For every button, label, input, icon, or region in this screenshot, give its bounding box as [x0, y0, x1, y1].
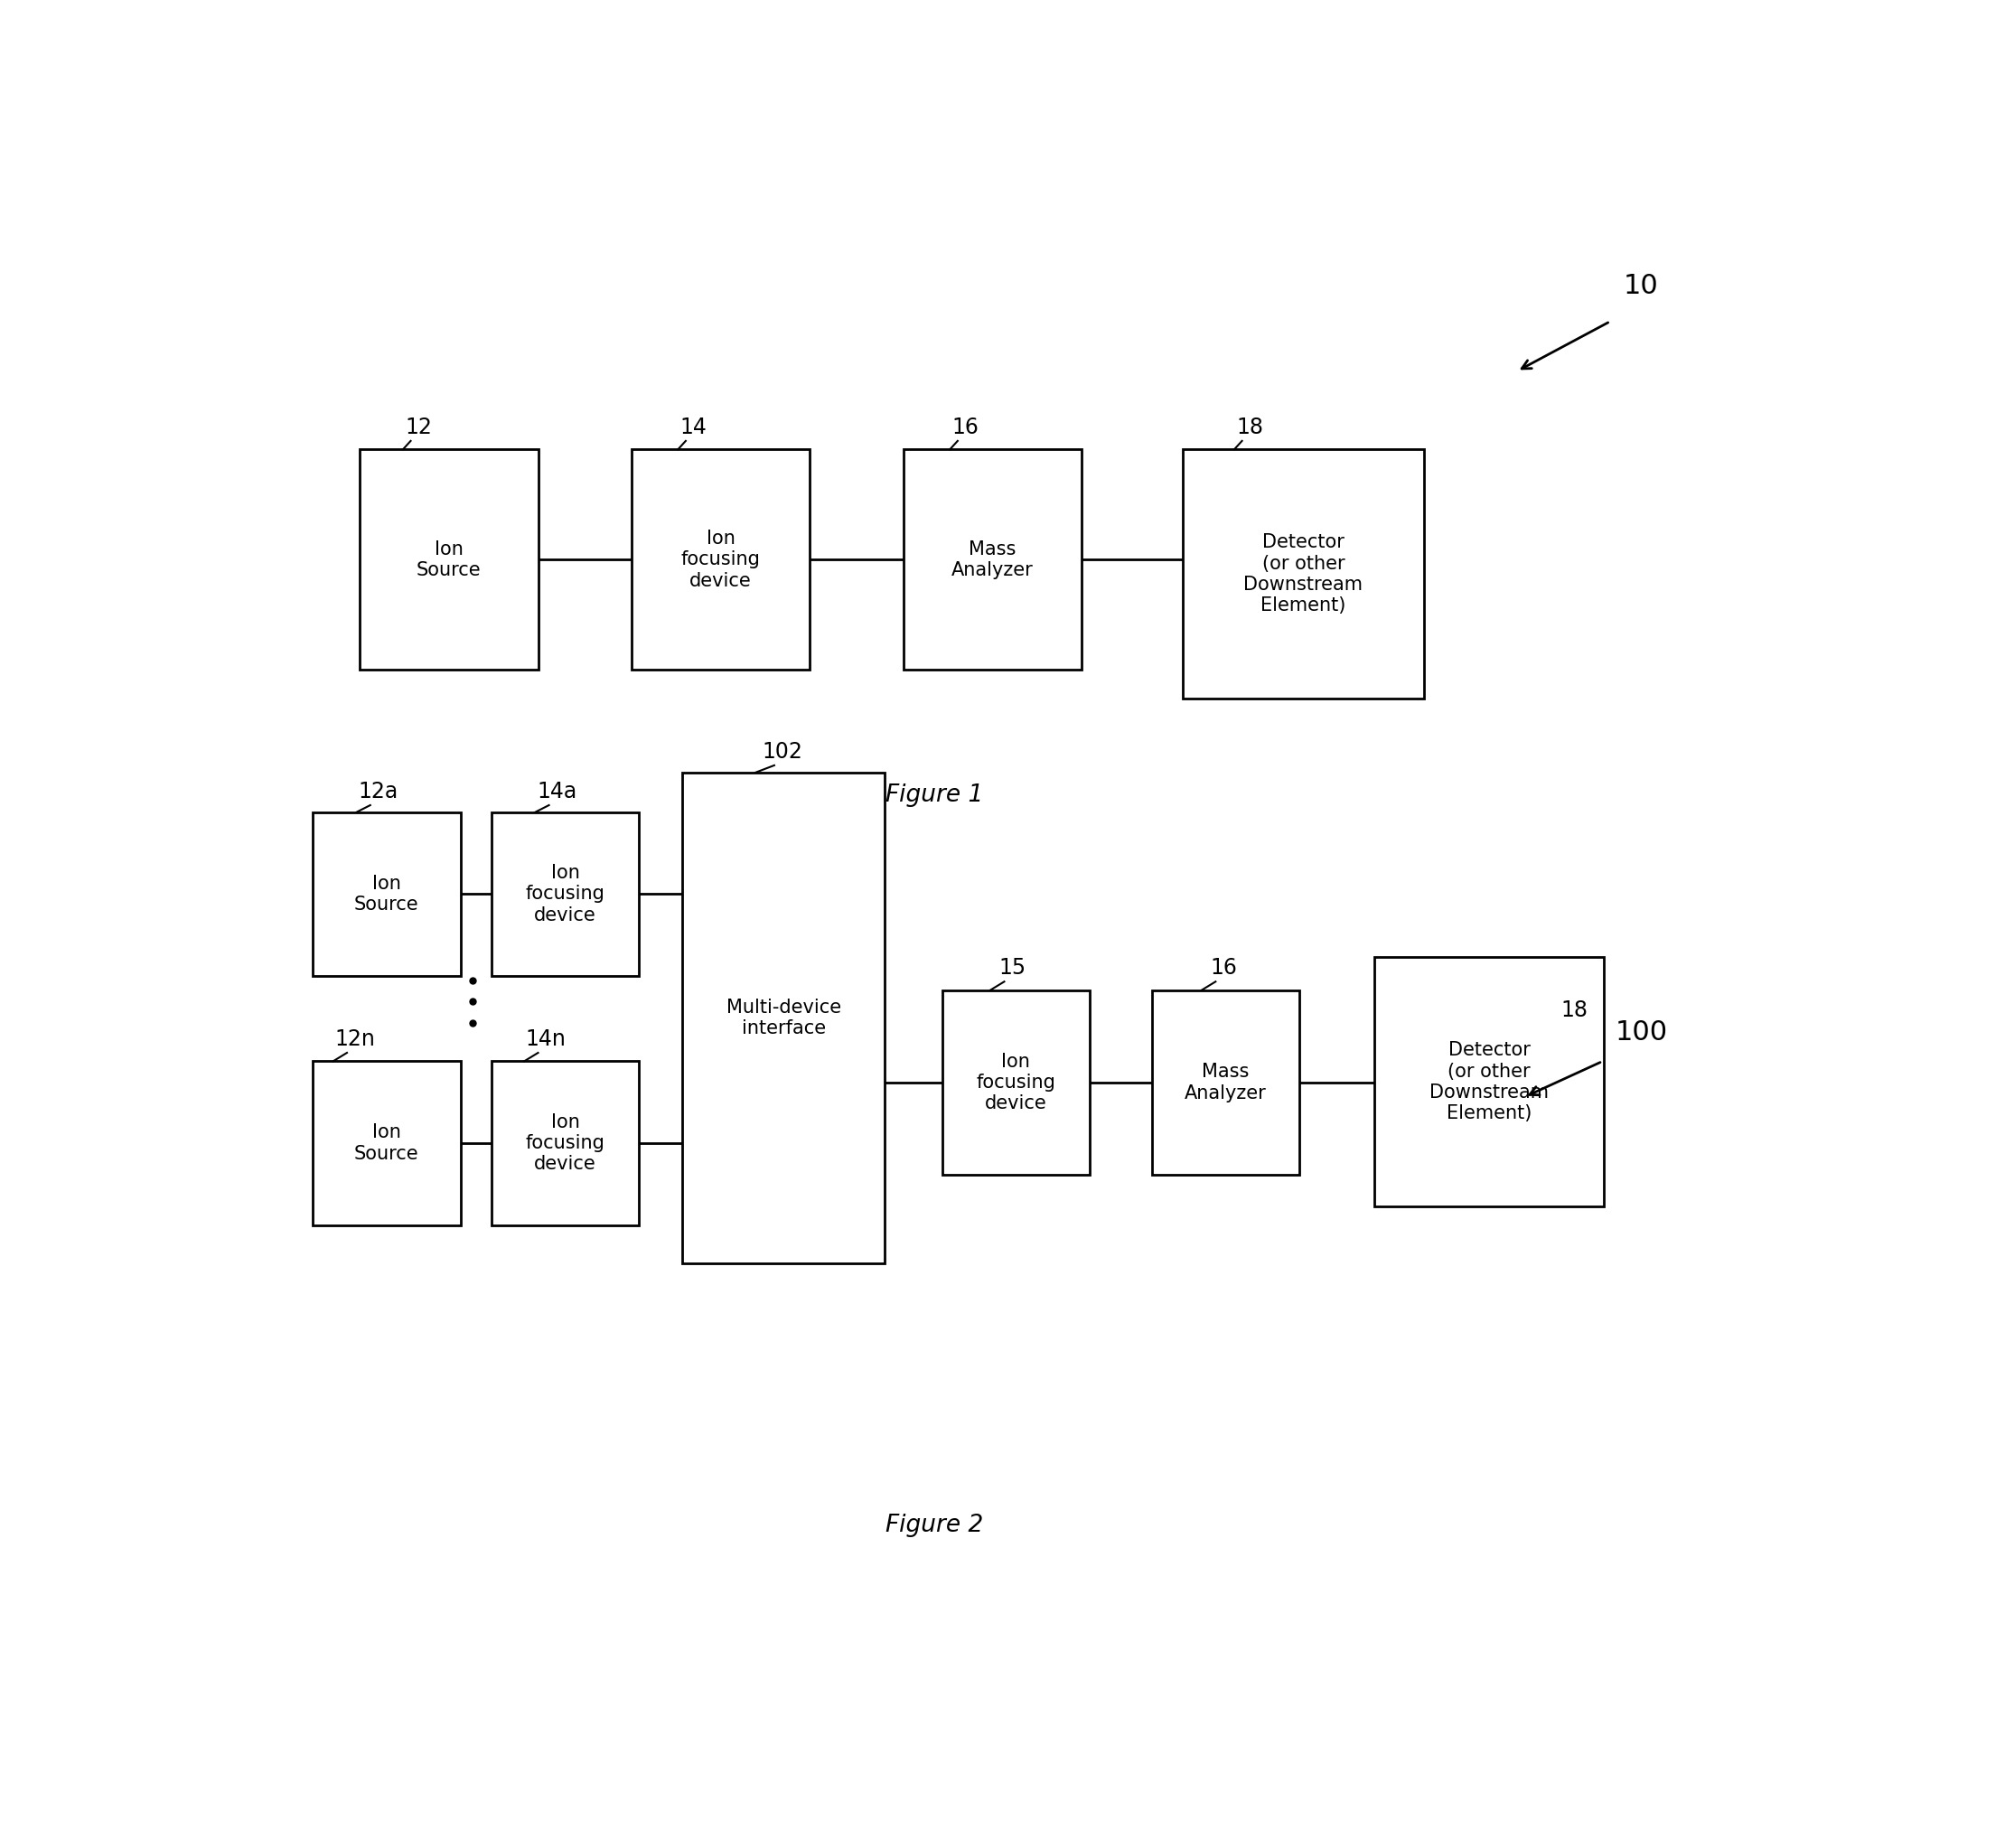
Bar — [902, 449, 1083, 671]
Text: Ion
Source: Ion Source — [355, 874, 419, 913]
Text: 15: 15 — [998, 957, 1027, 979]
Text: Ion
focusing
device: Ion focusing device — [976, 1053, 1055, 1112]
Text: 14: 14 — [680, 416, 708, 438]
Text: Mass
Analyzer: Mass Analyzer — [952, 540, 1035, 578]
Text: Ion
focusing
device: Ion focusing device — [525, 865, 606, 924]
Text: Multi-device
interface: Multi-device interface — [726, 998, 840, 1037]
Bar — [632, 449, 810, 671]
Text: 12: 12 — [405, 416, 431, 438]
Text: 18: 18 — [1237, 416, 1263, 438]
Bar — [682, 772, 884, 1264]
Text: Detector
(or other
Downstream
Element): Detector (or other Downstream Element) — [1430, 1042, 1548, 1122]
Bar — [1183, 449, 1424, 699]
Text: 100: 100 — [1616, 1020, 1668, 1046]
Bar — [359, 449, 537, 671]
Bar — [1373, 957, 1604, 1207]
Text: Mass
Analyzer: Mass Analyzer — [1185, 1063, 1267, 1101]
Bar — [491, 1061, 640, 1225]
Text: Figure 2: Figure 2 — [886, 1514, 982, 1538]
Bar — [491, 813, 640, 976]
Text: 12a: 12a — [359, 780, 399, 802]
Text: Ion
Source: Ion Source — [355, 1124, 419, 1162]
Text: 102: 102 — [762, 741, 802, 763]
Text: Ion
focusing
device: Ion focusing device — [682, 530, 760, 590]
Text: Figure 1: Figure 1 — [886, 784, 982, 808]
Text: 16: 16 — [952, 416, 978, 438]
Text: 12n: 12n — [335, 1027, 375, 1050]
Bar — [313, 813, 461, 976]
Bar — [313, 1061, 461, 1225]
Text: Detector
(or other
Downstream
Element): Detector (or other Downstream Element) — [1243, 534, 1363, 614]
Text: Ion
focusing
device: Ion focusing device — [525, 1112, 606, 1173]
Text: Ion
Source: Ion Source — [417, 540, 481, 578]
Text: 18: 18 — [1562, 1000, 1588, 1022]
Text: 10: 10 — [1624, 274, 1658, 299]
Text: 16: 16 — [1209, 957, 1237, 979]
Text: 14n: 14n — [525, 1027, 565, 1050]
Text: 14a: 14a — [537, 780, 577, 802]
Bar — [1153, 991, 1299, 1175]
Bar — [942, 991, 1091, 1175]
